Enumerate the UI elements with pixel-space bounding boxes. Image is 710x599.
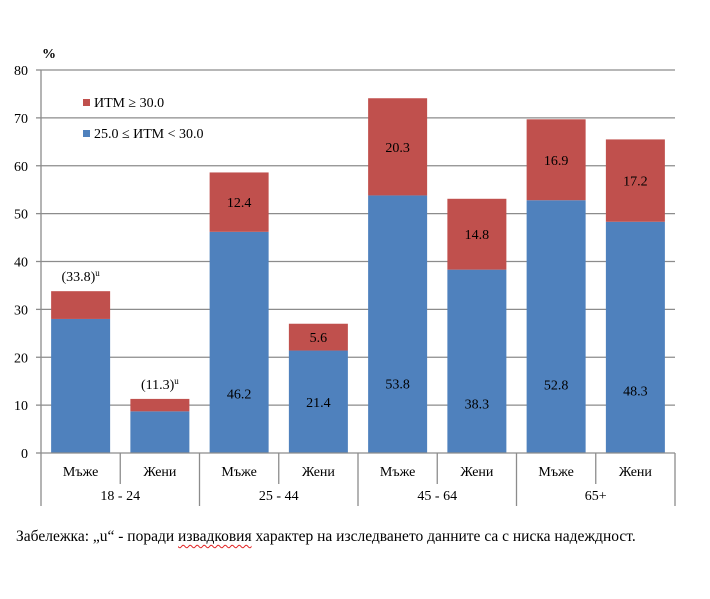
data-label: 20.3 — [385, 141, 410, 156]
bars — [51, 98, 665, 453]
bar-segment-obese — [209, 172, 269, 232]
y-tick-label: 40 — [14, 256, 28, 271]
chart: 0 10 20 30 40 50 60 70 80% (33.8)u Мъже (11.3)u Жени… — [14, 47, 676, 506]
axes — [36, 69, 676, 506]
group-label: 65+ — [585, 489, 607, 504]
labels: 0 10 20 30 40 50 60 70 80% (33.8)u Мъже (11.3)u Жени… — [14, 47, 652, 504]
gridlines — [41, 69, 675, 406]
bar-segment-overweight — [526, 200, 586, 453]
x-tick-label: Мъже — [380, 465, 415, 480]
bar-segment-obese — [130, 398, 190, 412]
x-tick-label: Жени — [302, 465, 336, 480]
y-tick-label: 30 — [14, 303, 28, 318]
y-axis-label: % — [42, 47, 56, 62]
footnote-prefix: Забележка: „u“ - поради — [16, 528, 179, 545]
y-tick-label: 80 — [14, 64, 28, 79]
x-tick-label: Жени — [460, 465, 494, 480]
bar-segment-overweight — [209, 231, 269, 453]
data-label: 48.3 — [623, 385, 648, 400]
total-annotation: (33.8)u — [61, 268, 100, 285]
bar-segment-overweight — [130, 411, 190, 453]
data-label: 53.8 — [385, 377, 410, 392]
group-label: 18 - 24 — [100, 489, 140, 504]
legend-label: 25.0 ≤ ИТМ < 30.0 — [94, 127, 204, 142]
x-tick-label: Жени — [619, 465, 653, 480]
legend: ИТМ ≥ 30.0 25.0 ≤ ИТМ < 30.0 — [83, 96, 204, 142]
group-label: 45 - 64 — [417, 489, 457, 504]
x-tick-label: Жени — [143, 465, 177, 480]
data-label: 17.2 — [623, 175, 648, 190]
data-label: 5.6 — [310, 331, 328, 346]
data-label: 14.8 — [465, 228, 490, 243]
bar-segment-overweight — [447, 269, 507, 453]
total-annotation: (11.3)u — [141, 376, 179, 393]
x-tick-label: Мъже — [221, 465, 256, 480]
data-label: 46.2 — [227, 387, 252, 402]
bar-segment-obese — [447, 198, 507, 270]
bar-segment-overweight — [288, 350, 348, 453]
x-tick-label: Мъже — [538, 465, 573, 480]
data-label: 16.9 — [544, 154, 569, 169]
legend-marker — [83, 130, 90, 137]
bar-segment-obese — [51, 291, 111, 319]
bar-segment-overweight — [605, 221, 665, 453]
y-tick-label: 60 — [14, 160, 28, 175]
y-tick-label: 70 — [14, 112, 28, 127]
bar-segment-obese — [368, 98, 428, 196]
legend-marker — [83, 99, 90, 106]
y-tick-label: 10 — [14, 399, 28, 414]
y-tick-label: 20 — [14, 351, 28, 366]
x-tick-label: Мъже — [63, 465, 98, 480]
bar-segment-obese — [605, 139, 665, 222]
y-tick-label: 0 — [21, 447, 28, 462]
bar-segment-obese — [288, 323, 348, 351]
data-label: 21.4 — [306, 396, 331, 411]
data-label: 52.8 — [544, 379, 569, 394]
footnote: Забележка: „u“ - поради извадковия харак… — [16, 528, 636, 546]
legend-label: ИТМ ≥ 30.0 — [94, 96, 164, 111]
footnote-misspelled-word: извадковия — [178, 528, 252, 545]
footnote-suffix: характер на изследването данните са с ни… — [251, 528, 636, 545]
y-tick-label: 50 — [14, 208, 28, 223]
data-label: 38.3 — [465, 397, 490, 412]
bar-segment-obese — [526, 119, 586, 201]
data-label: 12.4 — [227, 196, 252, 211]
bar-segment-overweight — [51, 318, 111, 453]
group-label: 25 - 44 — [259, 489, 299, 504]
bar-segment-overweight — [368, 195, 428, 453]
